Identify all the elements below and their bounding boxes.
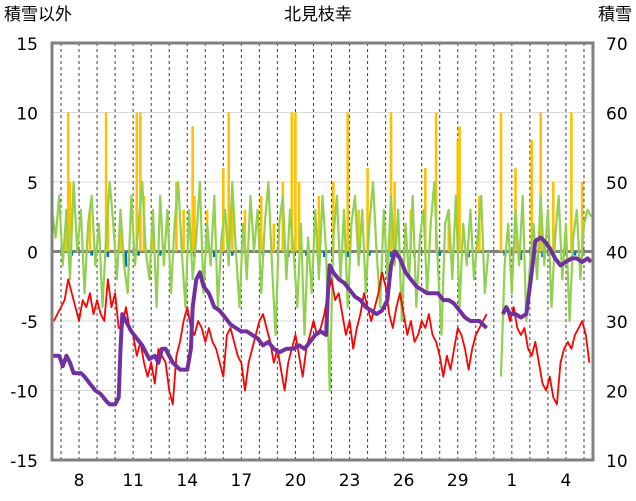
snowfall-bar [434, 112, 438, 252]
precip-bar [389, 251, 393, 258]
precip-bar [438, 251, 442, 256]
snowfall-bar [104, 112, 108, 252]
x-tick-label: 1 [506, 471, 517, 491]
y-axis-label-left: 積雪以外 [4, 5, 72, 25]
snowfall-bar [259, 195, 263, 252]
wind-line [50, 180, 490, 392]
snowfall-bar [366, 168, 369, 252]
x-tick-label: 11 [122, 471, 144, 491]
snowfall-bar [231, 195, 234, 252]
x-tick-label: 29 [447, 471, 469, 491]
snowfall-bar [539, 112, 543, 252]
snowfall-bar [191, 126, 194, 252]
precip-bar [368, 251, 371, 256]
y-tick-label-left: -10 [10, 383, 38, 403]
y-tick-label-right: 70 [606, 35, 628, 55]
precip-bar [231, 251, 234, 256]
precip-bar [158, 251, 162, 256]
precip-bar [213, 251, 216, 258]
snowfall-bar [393, 182, 396, 252]
precip-bar [573, 251, 577, 256]
series-lines [50, 180, 593, 407]
y-tick-label-right: 60 [606, 105, 628, 125]
snowfall-bar [66, 112, 70, 252]
snow_depth-line [52, 249, 488, 407]
snowfall-bar [297, 182, 301, 252]
snowfall-bar [357, 209, 360, 252]
temperature-line [501, 306, 591, 406]
snowfall-bar [317, 195, 321, 252]
y-tick-label-left: 15 [16, 35, 38, 55]
precip-bar [304, 251, 308, 256]
y-tick-label-right: 40 [606, 244, 628, 264]
snowfall-bar [88, 209, 92, 252]
snowfall-bar [119, 223, 122, 252]
snowfall-bar [294, 112, 297, 252]
snowfall-bar [243, 209, 247, 252]
x-tick-label: 17 [231, 471, 253, 491]
snowfall-bar [222, 168, 225, 252]
precip-bar [323, 251, 326, 258]
snowfall-bar [139, 112, 142, 252]
grid [52, 43, 593, 460]
plot-frame [50, 41, 595, 462]
y-tick-label-left: 5 [27, 174, 38, 194]
snowfall-bar [458, 126, 461, 252]
x-tick-label: 8 [74, 471, 85, 491]
snowfall-bar [499, 112, 503, 252]
precip-bar [124, 251, 128, 267]
snowfall-bar [346, 112, 350, 252]
precip-bar [541, 251, 544, 258]
chart-title: 北見枝幸 [284, 5, 352, 25]
snowfall-bar [68, 182, 72, 252]
y-tick-label-left: -15 [10, 452, 38, 472]
precip-bar [90, 251, 93, 256]
x-tick-label: 4 [561, 471, 572, 491]
x-tick-label: 20 [285, 471, 307, 491]
snowfall-bar [332, 182, 335, 252]
precip-bar [519, 251, 523, 260]
x-tick-label: 26 [393, 471, 415, 491]
y-tick-label-left: 10 [16, 105, 38, 125]
wind-line [499, 194, 593, 377]
snowfall-bar [290, 112, 294, 252]
precip-bar [346, 251, 350, 258]
snowfall-bar [389, 112, 393, 252]
snowfall-bar [227, 112, 231, 252]
snowfall-bar [423, 168, 427, 252]
y-tick-label-left: -5 [21, 313, 38, 333]
snowfall-bar [580, 182, 584, 252]
y-tick-label-right: 30 [606, 313, 628, 333]
y-tick-label-left: 0 [27, 244, 38, 264]
y-tick-label-right: 50 [606, 174, 628, 194]
snowfall-bar [193, 195, 196, 252]
snowfall-bar [530, 140, 533, 252]
precip-bar [106, 251, 110, 258]
snowfall-bar [552, 182, 555, 252]
x-tick-label: 23 [339, 471, 361, 491]
snowfall-bar [272, 223, 276, 252]
y-tick-label-right: 20 [606, 383, 628, 403]
snowfall-bar [135, 112, 139, 252]
y-axis-label-right: 積雪 [598, 5, 632, 25]
snowfall-bar [175, 182, 178, 252]
snowfall-bar [182, 209, 185, 252]
precip-bar [137, 251, 140, 256]
y-tick-label-right: 10 [606, 452, 628, 472]
snow_depth-line [501, 235, 593, 320]
x-tick-label: 14 [176, 471, 198, 491]
snowfall-bar [570, 112, 573, 252]
snowfall-bar [456, 140, 460, 252]
